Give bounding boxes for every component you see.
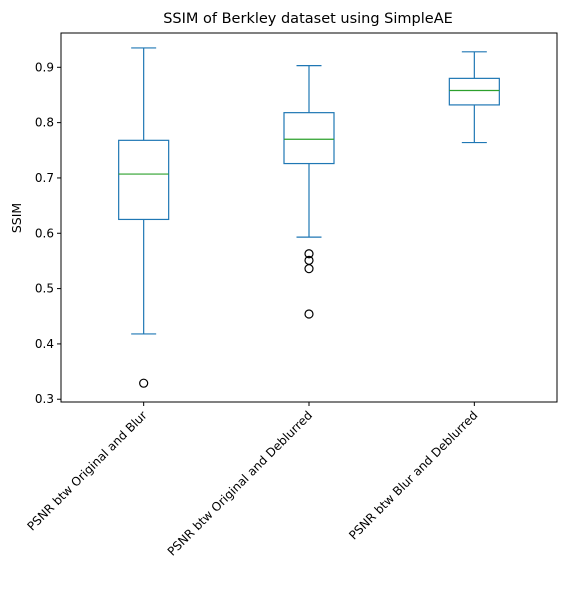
outlier-point [304, 309, 314, 319]
iqr-box [118, 139, 170, 221]
y-axis-label: SSIM [9, 203, 24, 233]
y-tick-label: 0.8 [35, 116, 54, 130]
outlier-point [304, 249, 314, 259]
iqr-box [283, 112, 335, 165]
x-tick-label: PSNR btw Original and Blur [24, 408, 149, 533]
box-2 [283, 65, 335, 319]
box-3 [448, 51, 500, 144]
y-axis: 0.3 0.4 0.5 0.6 0.7 0.8 0.9 [35, 60, 61, 406]
y-tick-label: 0.4 [35, 337, 54, 351]
boxes-group [118, 47, 500, 388]
y-tick-label: 0.7 [35, 171, 54, 185]
box-1 [118, 47, 170, 388]
x-axis: PSNR btw Original and Blur PSNR btw Origi… [24, 402, 480, 559]
iqr-box [448, 77, 500, 106]
y-tick-label: 0.5 [35, 282, 54, 296]
x-tick-label: PSNR btw Original and Deblurred [165, 408, 315, 558]
y-tick-label: 0.6 [35, 226, 54, 240]
chart-title: SSIM of Berkley dataset using SimpleAE [163, 11, 453, 27]
x-tick-label: PSNR btw Blur and Deblurred [346, 408, 480, 542]
y-tick-label: 0.3 [35, 392, 54, 406]
outlier-point [139, 378, 149, 388]
outlier-point [304, 264, 314, 274]
y-tick-label: 0.9 [35, 60, 54, 74]
